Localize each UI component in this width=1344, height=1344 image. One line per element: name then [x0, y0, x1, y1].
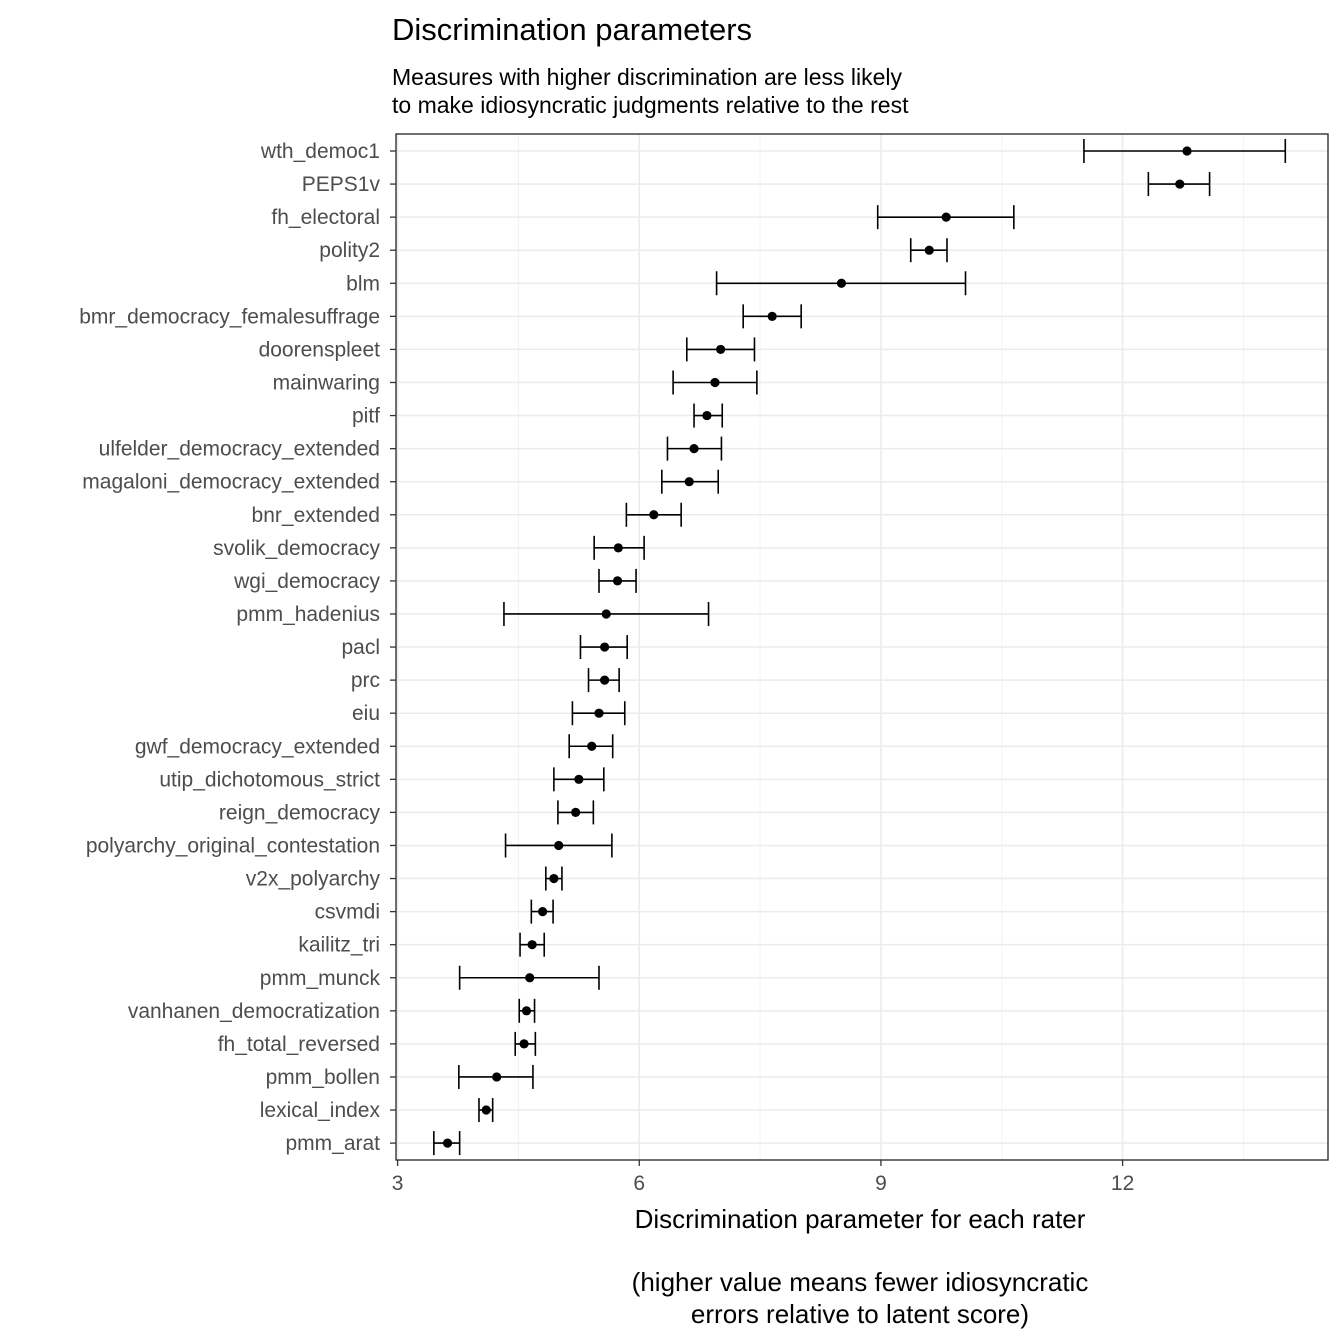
y-tick-label-svolik_democracy: svolik_democracy: [213, 537, 380, 560]
point-bnr_extended: [649, 510, 659, 520]
y-tick-label-blm: blm: [346, 272, 380, 295]
point-v2x_polyarchy: [549, 873, 559, 884]
x-axis-tick-labels: 3 6 9 12: [392, 1160, 1134, 1195]
point-polyarchy_original_contestation: [554, 840, 564, 851]
chart-subtitle-line-1: Measures with higher discrimination are …: [392, 64, 903, 90]
y-tick-label-ulfelder_democracy_extended: ulfelder_democracy_extended: [99, 438, 380, 461]
y-tick-label-pmm_arat: pmm_arat: [285, 1132, 380, 1155]
point-bmr_democracy_femalesuffrage: [767, 311, 777, 321]
y-tick-label-polyarchy_original_contestation: polyarchy_original_contestation: [86, 834, 380, 857]
y-tick-label-pmm_munck: pmm_munck: [260, 967, 381, 990]
point-utip_dichotomous_strict: [574, 774, 584, 784]
point-pmm_hadenius: [601, 609, 611, 619]
y-tick-label-magaloni_democracy_extended: magaloni_democracy_extended: [82, 471, 380, 494]
y-tick-label-mainwaring: mainwaring: [273, 371, 380, 394]
y-tick-label-pacl: pacl: [341, 636, 380, 659]
y-tick-label-gwf_democracy_extended: gwf_democracy_extended: [135, 735, 380, 758]
y-tick-label-bnr_extended: bnr_extended: [252, 504, 380, 527]
y-tick-label-doorenspleet: doorenspleet: [259, 338, 381, 361]
y-tick-label-kailitz_tri: kailitz_tri: [298, 934, 380, 957]
point-pmm_munck: [525, 973, 535, 983]
y-tick-label-fh_total_reversed: fh_total_reversed: [218, 1033, 380, 1056]
y-axis-tick-labels: wth_democ1 PEPS1v fh_electoral polity2 blm bm…: [79, 140, 396, 1155]
point-mainwaring: [710, 377, 720, 388]
point-reign_democracy: [571, 807, 581, 818]
y-tick-label-lexical_index: lexical_index: [260, 1099, 381, 1122]
y-tick-label-csvmdi: csvmdi: [315, 901, 380, 924]
error-bars: [433, 139, 1287, 1156]
y-tick-label-pmm_bollen: pmm_bollen: [266, 1066, 380, 1089]
point-gwf_democracy_extended: [587, 741, 597, 751]
x-axis-label-line-3: (higher value means fewer idiosyncratic: [632, 1267, 1089, 1297]
point-doorenspleet: [716, 344, 726, 355]
y-tick-label-PEPS1v: PEPS1v: [302, 173, 381, 196]
point-ulfelder_democracy_extended: [689, 444, 699, 454]
point-lexical_index: [481, 1105, 491, 1115]
point-fh_electoral: [941, 212, 951, 222]
point-eiu: [594, 708, 604, 718]
x-axis-label-line-1: Discrimination parameter for each rater: [635, 1204, 1086, 1234]
grid-lines: [396, 134, 1328, 1160]
point-pitf: [702, 410, 712, 421]
y-tick-label-prc: prc: [351, 669, 380, 692]
y-tick-label-utip_dichotomous_strict: utip_dichotomous_strict: [159, 768, 380, 791]
y-tick-label-vanhanen_democratization: vanhanen_democratization: [128, 1000, 380, 1023]
x-axis-label-line-4: errors relative to latent score): [691, 1299, 1029, 1329]
y-tick-label-v2x_polyarchy: v2x_polyarchy: [246, 868, 381, 891]
point-pacl: [600, 642, 610, 652]
y-tick-label-polity2: polity2: [319, 239, 380, 262]
point-blm: [836, 278, 847, 288]
point-pmm_bollen: [492, 1072, 502, 1082]
point-pmm_arat: [442, 1138, 453, 1148]
point-vanhanen_democratization: [521, 1006, 532, 1016]
point-svolik_democracy: [613, 543, 623, 553]
point-wgi_democracy: [612, 576, 623, 586]
y-tick-label-fh_electoral: fh_electoral: [271, 206, 380, 229]
chart-title: Discrimination parameters: [392, 12, 752, 47]
y-tick-label-reign_democracy: reign_democracy: [219, 801, 381, 824]
x-tick-label: 12: [1111, 1172, 1134, 1195]
point-kailitz_tri: [527, 940, 537, 950]
point-magaloni_democracy_extended: [684, 477, 694, 487]
x-tick-label: 6: [633, 1172, 645, 1195]
chart-subtitle-line-2: to make idiosyncratic judgments relative…: [392, 92, 909, 118]
y-tick-label-pitf: pitf: [352, 405, 380, 428]
y-tick-label-pmm_hadenius: pmm_hadenius: [236, 603, 380, 626]
point-estimates: [442, 146, 1192, 1148]
y-tick-label-eiu: eiu: [352, 702, 380, 725]
point-PEPS1v: [1175, 179, 1185, 189]
y-tick-label-bmr_democracy_femalesuffrage: bmr_democracy_femalesuffrage: [79, 305, 380, 328]
y-tick-label-wgi_democracy: wgi_democracy: [233, 570, 380, 593]
point-wth_democ1: [1182, 146, 1192, 156]
point-fh_total_reversed: [519, 1039, 529, 1049]
point-prc: [600, 675, 610, 685]
y-tick-label-wth_democ1: wth_democ1: [260, 140, 380, 163]
point-csvmdi: [538, 907, 548, 917]
x-tick-label: 3: [392, 1172, 404, 1195]
point-polity2: [924, 245, 934, 255]
x-tick-label: 9: [875, 1172, 887, 1195]
